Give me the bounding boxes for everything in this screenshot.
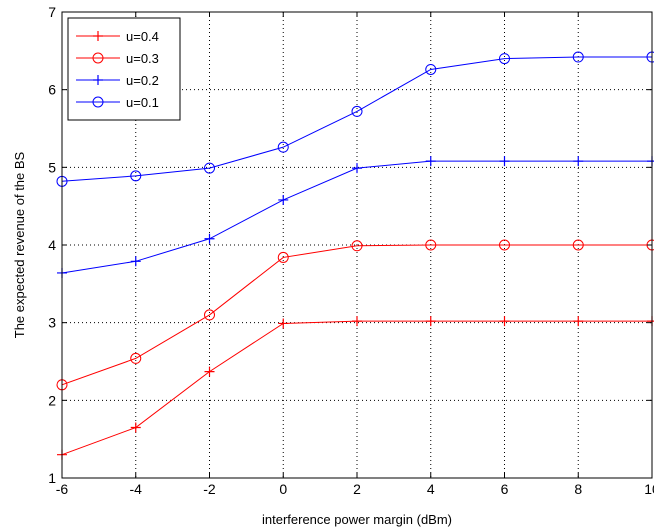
- data-point-plus: [499, 156, 510, 167]
- data-point-plus: [130, 256, 141, 267]
- data-point-circle: [425, 63, 437, 75]
- data-point-circle: [425, 239, 437, 251]
- data-point-plus: [499, 316, 510, 327]
- y-tick-label: 4: [48, 237, 56, 253]
- y-tick-label: 7: [48, 4, 56, 20]
- x-tick-label: 10: [644, 481, 654, 497]
- data-point-circle: [277, 141, 289, 153]
- data-point-circle: [572, 239, 584, 251]
- y-tick-label: 6: [48, 82, 56, 98]
- data-point-circle: [92, 96, 104, 108]
- data-point-circle: [204, 162, 215, 174]
- series-line: [61, 244, 652, 386]
- series-u-0-4: [57, 316, 654, 460]
- data-point-plus: [425, 156, 436, 167]
- x-tick-label: -6: [56, 481, 69, 497]
- data-point-circle: [130, 170, 142, 182]
- legend-entry: u=0.3: [76, 51, 159, 66]
- legend-entry: u=0.2: [76, 73, 159, 88]
- data-point-circle: [499, 53, 510, 65]
- x-tick-label: 0: [279, 481, 287, 497]
- data-point-plus: [93, 75, 103, 85]
- data-point-plus: [278, 318, 289, 329]
- data-point-circle: [351, 105, 363, 117]
- y-tick-label: 2: [48, 392, 56, 408]
- ticks: -6-4-202468101234567: [48, 4, 654, 497]
- x-axis-label: interference power margin (dBm): [262, 512, 452, 527]
- x-tick-label: 8: [574, 481, 582, 497]
- data-point-plus: [204, 366, 215, 377]
- series-u-0-2: [57, 156, 654, 278]
- data-point-plus: [573, 156, 584, 167]
- data-point-plus: [425, 316, 436, 327]
- legend: u=0.4 u=0.3 u=0.2 u=0.1: [67, 17, 181, 121]
- data-point-circle: [499, 239, 510, 251]
- y-tick-label: 5: [48, 159, 56, 175]
- data-point-plus: [278, 194, 289, 205]
- data-point-plus: [573, 316, 584, 327]
- series-line: [61, 56, 652, 182]
- y-axis-label: The expected revenue of the BS: [12, 151, 27, 338]
- legend-entry: u=0.1: [76, 95, 159, 110]
- x-tick-label: -4: [130, 481, 143, 497]
- legend-label: u=0.1: [126, 95, 159, 110]
- data-point-plus: [352, 163, 362, 174]
- data-point-circle: [572, 51, 584, 63]
- x-tick-label: 2: [353, 481, 361, 497]
- data-point-plus: [130, 422, 141, 433]
- data-point-circle: [204, 309, 215, 321]
- x-tick-label: -2: [203, 481, 216, 497]
- legend-entry: u=0.4: [76, 29, 159, 44]
- data-point-circle: [130, 352, 142, 364]
- data-point-circle: [92, 52, 104, 64]
- y-tick-label: 1: [48, 470, 56, 486]
- data-point-circle: [351, 240, 363, 252]
- legend-label: u=0.2: [126, 73, 159, 88]
- data-point-plus: [352, 316, 362, 327]
- data-point-circle: [277, 251, 289, 263]
- data-point-plus: [204, 233, 215, 244]
- legend-box: [67, 17, 181, 121]
- x-tick-label: 4: [427, 481, 435, 497]
- y-tick-label: 3: [48, 315, 56, 331]
- x-tick-label: 6: [501, 481, 509, 497]
- data-point-plus: [93, 31, 103, 41]
- legend-label: u=0.3: [126, 51, 159, 66]
- legend-label: u=0.4: [126, 29, 159, 44]
